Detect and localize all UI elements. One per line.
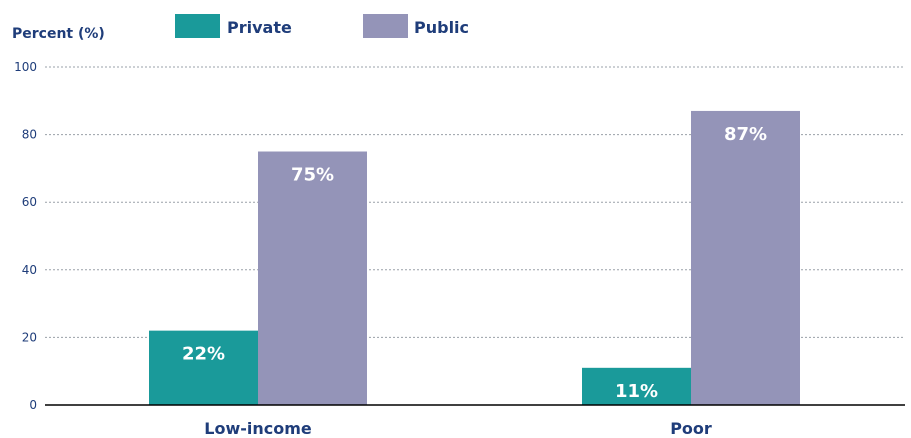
bar-public-poor [691, 110, 800, 405]
legend-label-public: Public [414, 18, 469, 37]
legend-swatch-public [363, 14, 408, 38]
y-tick-labels: 0 20 40 60 80 100 [14, 60, 37, 412]
category-labels: Low-income Poor [204, 419, 712, 438]
bars [149, 110, 800, 405]
category-label-poor: Poor [670, 419, 712, 438]
y-tick-80: 80 [22, 128, 37, 142]
category-label-low-income: Low-income [204, 419, 312, 438]
data-labels: 22% 75% 11% 87% [182, 124, 767, 402]
y-tick-0: 0 [29, 398, 37, 412]
y-tick-100: 100 [14, 60, 37, 74]
data-label-public-low-income: 75% [291, 165, 334, 186]
bar-private-poor [582, 367, 691, 405]
y-tick-40: 40 [22, 263, 37, 277]
y-tick-60: 60 [22, 195, 37, 209]
bar-public-low-income [258, 151, 367, 405]
legend-label-private: Private [227, 18, 292, 37]
legend-swatch-private [175, 14, 220, 38]
data-label-private-low-income: 22% [182, 344, 225, 365]
legend: Private Public [175, 14, 469, 38]
y-tick-20: 20 [22, 330, 37, 344]
bar-private-low-income [149, 330, 258, 405]
data-label-public-poor: 87% [724, 124, 767, 145]
y-axis-label: Percent (%) [12, 26, 105, 42]
data-label-private-poor: 11% [615, 381, 658, 402]
